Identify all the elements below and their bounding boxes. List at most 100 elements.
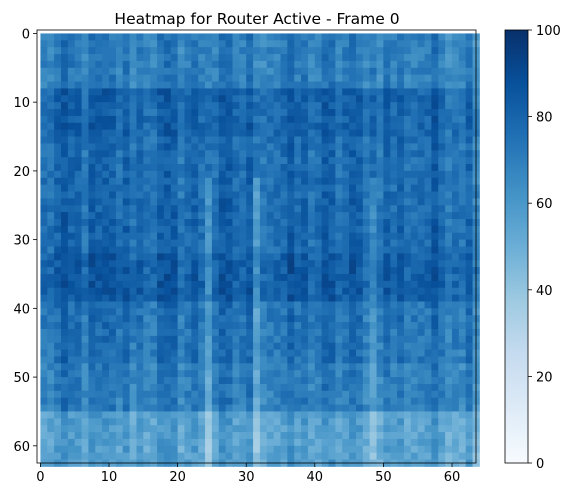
heatmap-cell xyxy=(61,122,69,131)
heatmap-cell xyxy=(342,212,350,220)
heatmap-cell xyxy=(170,301,179,309)
heatmap-cell xyxy=(54,335,62,344)
heatmap-cell xyxy=(157,432,165,440)
heatmap-cell xyxy=(253,301,261,309)
heatmap-cell xyxy=(369,280,377,289)
heatmap-cell xyxy=(307,445,316,454)
heatmap-cell xyxy=(170,164,179,172)
heatmap-cell xyxy=(218,74,227,82)
heatmap-cell xyxy=(410,102,419,110)
heatmap-cell xyxy=(349,432,357,440)
heatmap-cell xyxy=(109,411,117,419)
heatmap-cell xyxy=(218,136,227,144)
heatmap-cell xyxy=(81,260,89,268)
heatmap-cell xyxy=(211,219,220,227)
heatmap-cell xyxy=(40,225,48,234)
heatmap-cell xyxy=(47,246,55,254)
heatmap-cell xyxy=(369,425,377,433)
heatmap-cell xyxy=(61,54,69,62)
heatmap-cell xyxy=(177,225,185,234)
heatmap-cell xyxy=(74,67,82,76)
heatmap-cell xyxy=(54,219,62,227)
heatmap-cell xyxy=(259,219,268,227)
heatmap-cell xyxy=(266,425,275,433)
heatmap-cell xyxy=(143,383,151,392)
heatmap-cell xyxy=(88,315,96,323)
heatmap-cell xyxy=(328,349,336,357)
heatmap-cell xyxy=(163,308,172,316)
heatmap-cell xyxy=(431,33,439,41)
heatmap-cell xyxy=(170,95,179,103)
heatmap-cell xyxy=(54,150,62,158)
heatmap-cell xyxy=(170,239,179,247)
heatmap-cell xyxy=(445,225,453,234)
heatmap-cell xyxy=(376,301,384,309)
heatmap-cell xyxy=(307,40,316,48)
heatmap-cell xyxy=(40,164,48,172)
heatmap-cell xyxy=(253,315,261,323)
heatmap-cell xyxy=(307,232,316,241)
heatmap-cell xyxy=(431,390,439,399)
heatmap-cell xyxy=(342,232,350,241)
heatmap-cell xyxy=(239,308,247,316)
heatmap-cell xyxy=(67,122,76,131)
heatmap-cell xyxy=(143,438,151,447)
heatmap-cell xyxy=(246,349,254,357)
heatmap-cell xyxy=(184,54,192,62)
heatmap-cell xyxy=(301,67,309,76)
heatmap-cell xyxy=(102,184,110,192)
heatmap-cell xyxy=(246,363,254,371)
heatmap-cell xyxy=(61,260,69,268)
heatmap-cell xyxy=(246,322,254,330)
heatmap-cell xyxy=(307,170,316,179)
heatmap-cell xyxy=(246,273,254,282)
heatmap-cell xyxy=(273,322,281,330)
heatmap-cell xyxy=(328,88,336,96)
heatmap-cell xyxy=(390,246,398,254)
heatmap-cell xyxy=(438,102,446,110)
heatmap-cell xyxy=(211,432,220,440)
heatmap-cell xyxy=(342,342,350,350)
heatmap-cell xyxy=(211,438,220,447)
heatmap-cell xyxy=(246,452,254,460)
heatmap-cell xyxy=(218,143,227,151)
heatmap-cell xyxy=(218,280,227,289)
heatmap-cell xyxy=(294,219,302,227)
heatmap-cell xyxy=(61,383,69,392)
heatmap-cell xyxy=(438,301,446,309)
heatmap-cell xyxy=(54,74,62,82)
heatmap-cell xyxy=(266,40,275,48)
heatmap-cell xyxy=(246,95,254,103)
heatmap-cell xyxy=(390,60,398,69)
heatmap-cell xyxy=(417,170,425,179)
heatmap-cell xyxy=(109,205,117,213)
heatmap-cell xyxy=(225,390,233,399)
heatmap-cell xyxy=(143,267,151,275)
heatmap-cell xyxy=(177,322,185,330)
y-tick-label: 20 xyxy=(13,165,30,180)
heatmap-cell xyxy=(328,363,336,371)
heatmap-cell xyxy=(239,40,247,48)
heatmap-cell xyxy=(95,129,103,137)
heatmap-cell xyxy=(198,438,206,447)
heatmap-cell xyxy=(369,301,377,309)
heatmap-cell xyxy=(438,377,446,385)
heatmap-cell xyxy=(122,301,130,309)
heatmap-cell xyxy=(266,47,275,55)
heatmap-cell xyxy=(417,445,425,454)
heatmap-cell xyxy=(88,322,96,330)
heatmap-cell xyxy=(74,205,82,213)
heatmap-cell xyxy=(383,315,391,323)
heatmap-cell xyxy=(328,452,336,460)
heatmap-cell xyxy=(54,129,62,137)
heatmap-cell xyxy=(109,54,117,62)
heatmap-cell xyxy=(458,74,467,82)
heatmap-cell xyxy=(307,363,316,371)
x-tick-label: 0 xyxy=(36,470,44,485)
heatmap-cell xyxy=(95,328,103,337)
heatmap-cell xyxy=(314,102,323,110)
heatmap-cell xyxy=(136,225,144,234)
heatmap-cell xyxy=(218,377,227,385)
heatmap-cell xyxy=(225,239,233,247)
